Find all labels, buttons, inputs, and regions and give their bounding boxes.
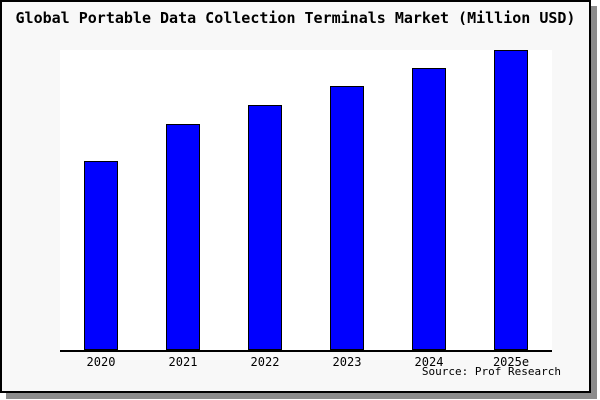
x-tick-label-2025e: 2025e	[492, 355, 530, 369]
x-tick-label-2024: 2024	[414, 355, 444, 369]
bar-2022	[248, 105, 282, 350]
bar-2021	[166, 124, 200, 350]
bar-2023	[330, 86, 364, 350]
bar-2024	[412, 68, 446, 350]
bar-2025e	[494, 50, 528, 350]
chart-card: Global Portable Data Collection Terminal…	[0, 0, 591, 393]
plot-area	[60, 50, 552, 352]
x-tick-label-2021: 2021	[168, 355, 198, 369]
x-tick-label-2023: 2023	[332, 355, 362, 369]
source-caption: Source: Prof Research	[421, 365, 561, 378]
x-axis-line	[60, 350, 552, 352]
bar-2020	[84, 161, 118, 350]
x-tick-label-2022: 2022	[250, 355, 280, 369]
chart-title: Global Portable Data Collection Terminal…	[15, 9, 576, 27]
x-tick-label-2020: 2020	[86, 355, 116, 369]
